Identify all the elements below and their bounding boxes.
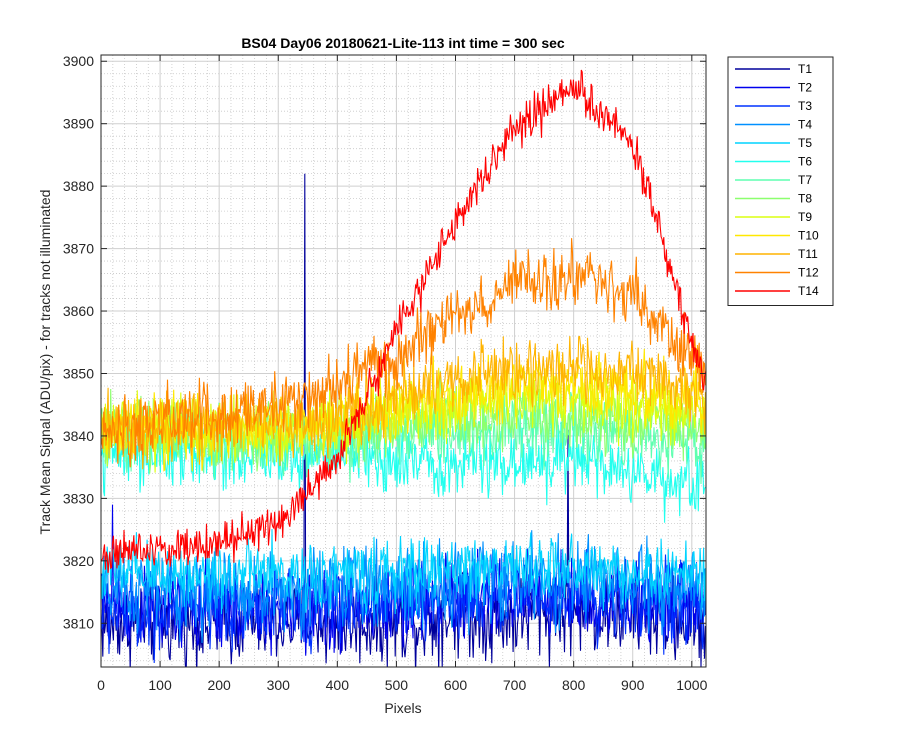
series-line-t5 [101,528,706,615]
legend-label-t9: T9 [798,210,812,224]
x-tick-label: 0 [97,677,105,693]
x-tick-label: 900 [621,677,645,693]
x-tick-label: 600 [444,677,468,693]
y-tick-label: 3860 [63,303,94,319]
y-tick-label: 3890 [63,116,94,132]
x-tick-label: 400 [326,677,350,693]
y-tick-label: 3900 [63,53,94,69]
legend-label-t7: T7 [798,173,812,187]
chart-title: BS04 Day06 20180621-Lite-113 int time = … [241,35,565,51]
legend-label-t11: T11 [798,247,818,261]
x-tick-label: 300 [267,677,291,693]
y-tick-label: 3850 [63,365,94,381]
legend-label-t6: T6 [798,155,812,169]
series-line-t14 [101,69,706,573]
x-tick-label: 100 [148,677,172,693]
y-tick-label: 3820 [63,553,94,569]
legend-label-t1: T1 [798,62,812,76]
legend-label-t2: T2 [798,81,812,95]
y-tick-label: 3870 [63,241,94,257]
x-tick-label: 800 [562,677,586,693]
legend-label-t14: T14 [798,284,819,298]
legend-box [727,56,834,306]
plot-frame [100,54,707,668]
legend-label-t12: T12 [798,266,819,280]
y-axis-label: Track Mean Signal (ADU/pix) - for tracks… [37,190,53,535]
legend-label-t4: T4 [798,118,812,132]
series-line-t12 [101,238,706,468]
x-tick-label: 1000 [676,677,707,693]
x-axis-label: Pixels [384,700,421,716]
y-tick-label: 3840 [63,428,94,444]
legend-label-t5: T5 [798,136,812,150]
legend-label-t3: T3 [798,99,812,113]
legend-label-t10: T10 [798,229,819,243]
series-line-t11 [101,335,706,470]
ticks: 0 100 200 300 400 500 600 700 800 900 1000 3810 3820… [63,53,708,693]
x-tick-label: 200 [207,677,231,693]
legend-label-t8: T8 [798,192,812,206]
x-tick-label: 500 [385,677,409,693]
y-tick-label: 3880 [63,178,94,194]
y-tick-label: 3830 [63,490,94,506]
legend: T1 T2 T3 T4 T5 T6 T7 T8 T9 T10 T11 T12 T14 [727,56,834,306]
series-layer [101,69,706,667]
y-tick-label: 3810 [63,615,94,631]
x-tick-label: 700 [503,677,527,693]
